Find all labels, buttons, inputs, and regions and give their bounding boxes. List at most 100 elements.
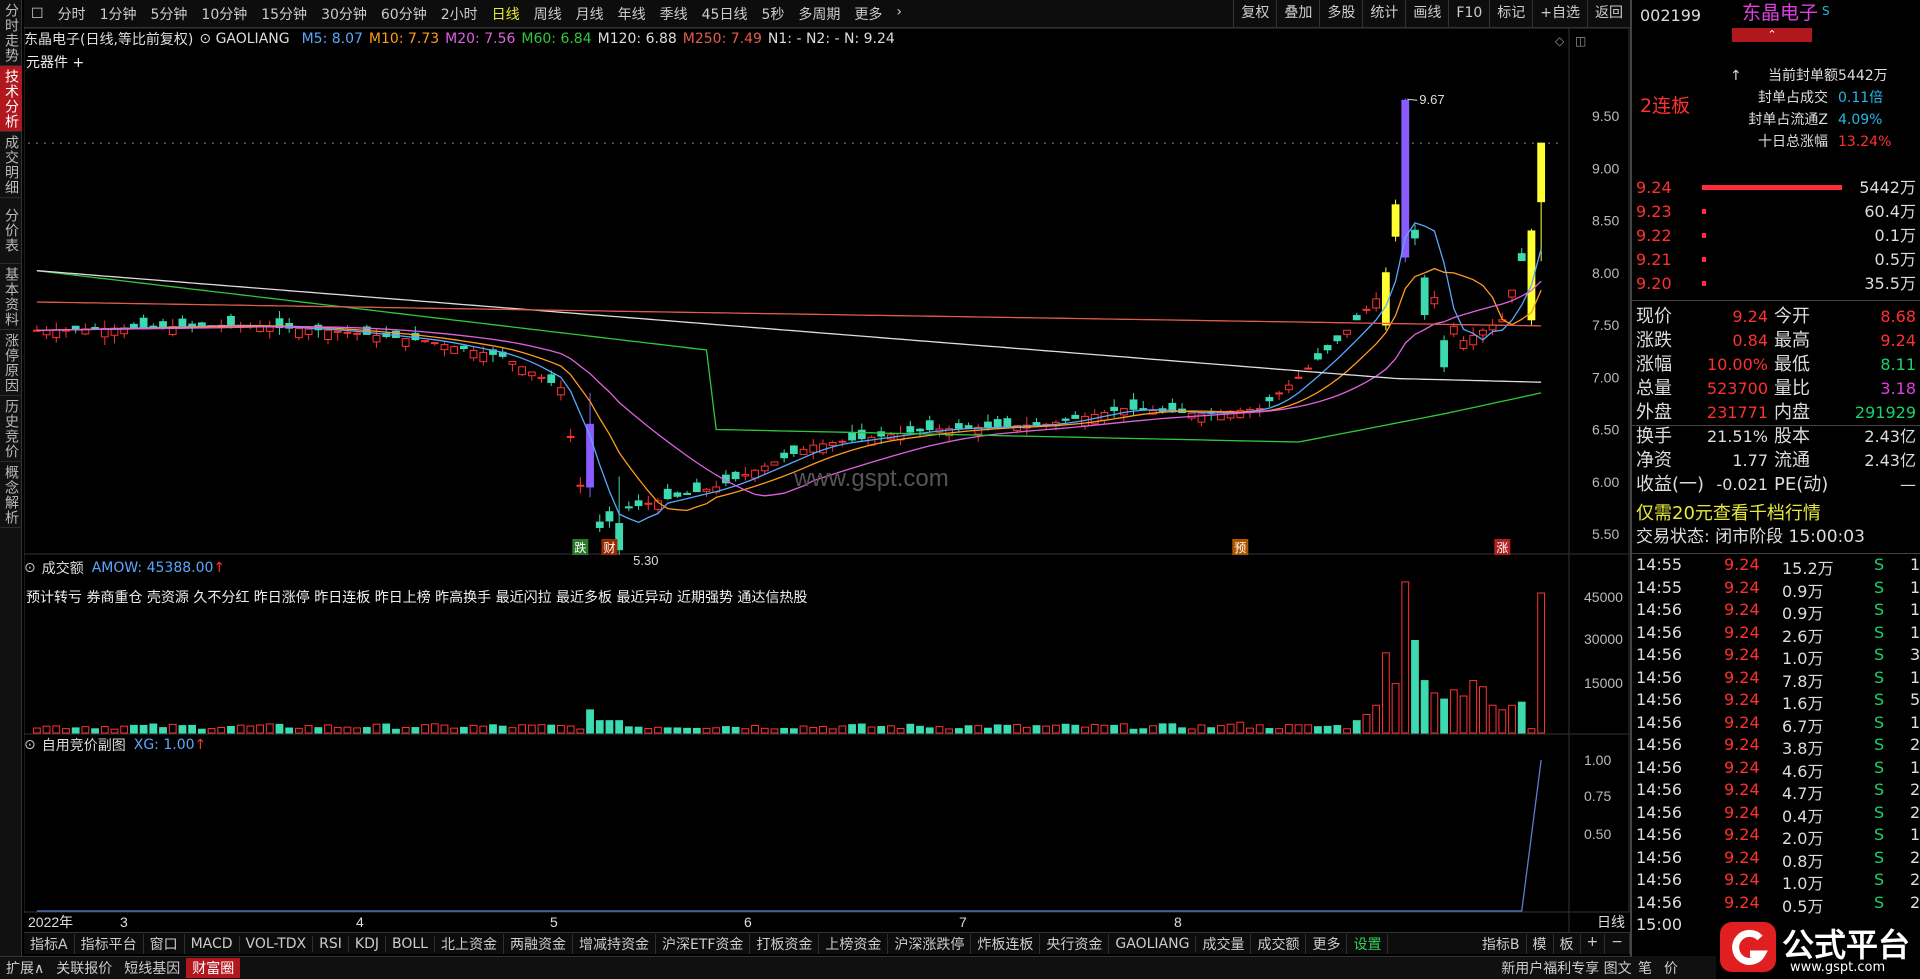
volume-bar xyxy=(246,725,255,734)
promo-link[interactable]: 仅需20元查看千档行情 xyxy=(1636,503,1821,524)
sector-label[interactable]: 元器件 + xyxy=(26,55,85,71)
period-1[interactable]: 1分钟 xyxy=(99,6,137,23)
volume-bar xyxy=(1420,680,1429,734)
indicator-tab-6[interactable]: KDJ xyxy=(349,935,386,952)
indicator-tab-19[interactable]: 成交额 xyxy=(1251,933,1307,954)
indicator-tab-5[interactable]: RSI xyxy=(313,935,349,952)
candle-body xyxy=(469,349,478,359)
indicator-tab-0[interactable]: 指标A xyxy=(24,933,75,954)
expand-icon[interactable]: ⌃ xyxy=(1732,28,1812,42)
left-tab-4[interactable]: 基本资料 xyxy=(0,264,22,330)
indicator-dropdown[interactable]: ⊙ GAOLIANG xyxy=(199,31,290,47)
bottom-right-0[interactable]: 指标B xyxy=(1476,933,1527,954)
indicator-tab-17[interactable]: GAOLIANG xyxy=(1109,935,1197,952)
kline-chart[interactable]: 9.50 9.00 8.50 8.00 7.50 7.00 6.50 6.00 5.50 9.67… xyxy=(24,0,1630,932)
indicator-tab-14[interactable]: 沪深涨跌停 xyxy=(888,933,972,954)
status-left-2[interactable]: 短线基因 xyxy=(124,961,181,977)
bottom-right-4[interactable]: − xyxy=(1605,933,1630,954)
left-tab-0[interactable]: 分时走势 xyxy=(0,0,22,66)
left-tab-5[interactable]: 涨停原因 xyxy=(0,330,22,396)
tool-4[interactable]: 画线 xyxy=(1405,0,1448,27)
period-11[interactable]: 年线 xyxy=(617,6,646,23)
status-left-1[interactable]: 关联报价 xyxy=(56,961,113,977)
tool-2[interactable]: 多股 xyxy=(1319,0,1362,27)
period-6[interactable]: 60分钟 xyxy=(380,6,427,23)
toolbar-menu-icon[interactable]: ☐ xyxy=(31,5,44,22)
indicator-tab-11[interactable]: 沪深ETF资金 xyxy=(656,933,751,954)
candle-body xyxy=(683,492,691,495)
period-10[interactable]: 月线 xyxy=(575,6,604,23)
indicator-tab-18[interactable]: 成交量 xyxy=(1196,933,1252,954)
bottom-right-1[interactable]: 模 xyxy=(1527,933,1554,954)
indicator-tab-12[interactable]: 打板资金 xyxy=(750,933,820,954)
volume-bar xyxy=(1498,709,1507,734)
left-tab-2[interactable]: 成交明细 xyxy=(0,132,22,198)
indicator-tab-20[interactable]: 更多 xyxy=(1306,933,1348,954)
tick-side: S xyxy=(1874,667,1885,687)
tick-row: 14:55 9.24 0.9万 S 1 xyxy=(1634,578,1920,601)
volume-bar xyxy=(1207,727,1216,734)
indicator-tab-10[interactable]: 增减持资金 xyxy=(573,933,656,954)
period-8[interactable]: 日线 xyxy=(491,6,520,23)
trade-state: 交易状态: 闭市阶段 15:00:03 xyxy=(1636,527,1865,547)
left-tab-3[interactable]: 分价表 xyxy=(0,198,22,264)
chevron-right-icon[interactable]: › xyxy=(896,3,902,20)
period-12[interactable]: 季线 xyxy=(659,6,688,23)
tool-6[interactable]: 标记 xyxy=(1489,0,1532,27)
left-tab-1[interactable]: 技术分析 xyxy=(0,66,22,132)
ma120-value: M120: 6.88 xyxy=(597,31,677,47)
volume-bar xyxy=(838,725,847,734)
candle-body xyxy=(71,325,80,330)
period-3[interactable]: 10分钟 xyxy=(201,6,248,23)
footer-0[interactable]: 笔 xyxy=(1638,960,1652,977)
status-left-3[interactable]: 财富圈 xyxy=(186,958,241,978)
indicator-tab-2[interactable]: 窗口 xyxy=(144,933,185,954)
period-14[interactable]: 5秒 xyxy=(761,6,785,23)
diamond-icon: ◇ xyxy=(1555,34,1565,48)
period-5[interactable]: 30分钟 xyxy=(321,6,367,23)
period-16[interactable]: 更多 xyxy=(854,6,883,23)
bottom-right-2[interactable]: 板 xyxy=(1554,933,1581,954)
indicator-tab-16[interactable]: 央行资金 xyxy=(1040,933,1110,954)
bottom-right-3[interactable]: + xyxy=(1581,933,1606,954)
indicator-tab-3[interactable]: MACD xyxy=(185,935,240,952)
indicator-tab-15[interactable]: 炸板连板 xyxy=(971,933,1041,954)
indicator-tab-9[interactable]: 两融资金 xyxy=(504,933,573,954)
period-0[interactable]: 分时 xyxy=(57,6,86,23)
period-9[interactable]: 周线 xyxy=(533,6,562,23)
stat-value2-0: 8.68 xyxy=(1880,307,1916,326)
left-tab-7[interactable]: 概念解析 xyxy=(0,462,22,528)
candle-body xyxy=(547,374,556,383)
indicator-tab-13[interactable]: 上榜资金 xyxy=(819,933,889,954)
status-left-0[interactable]: 扩展∧ xyxy=(6,961,45,977)
candle-body xyxy=(353,332,362,335)
tool-5[interactable]: F10 xyxy=(1448,0,1489,27)
tool-3[interactable]: 统计 xyxy=(1362,0,1405,27)
period-4[interactable]: 15分钟 xyxy=(261,6,308,23)
tool-7[interactable]: +自选 xyxy=(1532,0,1587,27)
period-13[interactable]: 45日线 xyxy=(701,6,748,23)
tick-count: 3 xyxy=(1910,645,1920,664)
indicator-tab-7[interactable]: BOLL xyxy=(386,935,435,952)
indicator-tab-21[interactable]: 设置 xyxy=(1347,933,1389,954)
collapse-icon[interactable]: ⊙ xyxy=(24,737,36,753)
footer-1[interactable]: 价 xyxy=(1664,960,1678,977)
stat-value-3: 523700 xyxy=(1706,379,1768,398)
volume-bar xyxy=(81,726,90,734)
indicator-tab-4[interactable]: VOL-TDX xyxy=(240,935,314,952)
period-15[interactable]: 多周期 xyxy=(798,6,841,23)
candle-body xyxy=(159,321,167,328)
seal-value-0: 5442万 xyxy=(1838,68,1888,84)
tool-0[interactable]: 复权 xyxy=(1233,0,1276,27)
candle-body xyxy=(576,484,585,487)
volume-bar xyxy=(751,724,759,734)
tool-8[interactable]: 返回 xyxy=(1587,0,1630,27)
period-2[interactable]: 5分钟 xyxy=(150,6,188,23)
left-tab-6[interactable]: 历史竞价 xyxy=(0,396,22,462)
tool-1[interactable]: 叠加 xyxy=(1276,0,1319,27)
collapse-icon[interactable]: ⊙ xyxy=(24,560,36,576)
indicator-tab-8[interactable]: 北上资金 xyxy=(435,933,504,954)
indicator-tab-1[interactable]: 指标平台 xyxy=(75,933,144,954)
candle-body xyxy=(1362,308,1371,311)
period-7[interactable]: 2小时 xyxy=(440,6,478,23)
